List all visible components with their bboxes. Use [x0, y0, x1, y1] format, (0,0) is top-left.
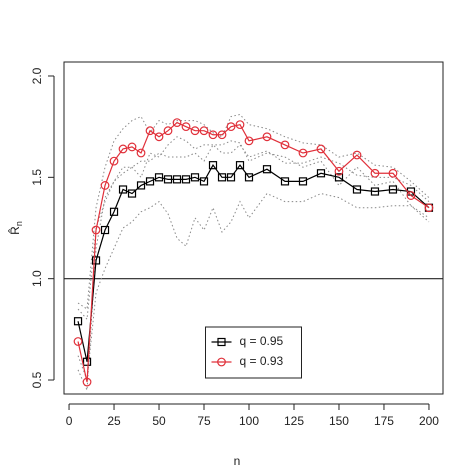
marker: [100, 181, 110, 190]
marker: [136, 148, 146, 158]
marker: [127, 142, 137, 152]
marker: [73, 337, 83, 346]
marker: [109, 156, 119, 166]
marker: [334, 166, 344, 176]
marker: [244, 173, 254, 182]
band-line: [77, 144, 430, 321]
marker: [190, 173, 200, 182]
marker: [136, 181, 146, 190]
marker: [154, 132, 164, 142]
x-tick-label: 50: [152, 414, 166, 428]
marker: [118, 185, 128, 194]
marker: [370, 187, 380, 196]
plot-box: [63, 61, 444, 395]
marker: [217, 337, 226, 347]
marker: [388, 168, 398, 178]
marker: [199, 126, 209, 136]
marker: [145, 177, 155, 186]
marker: [73, 317, 83, 326]
marker: [352, 185, 362, 194]
band-line: [77, 136, 430, 391]
marker: [172, 175, 182, 184]
marker: [163, 126, 173, 136]
marker: [163, 175, 173, 184]
marker: [109, 207, 119, 216]
x-tick-label: 25: [107, 414, 121, 428]
marker: [298, 177, 308, 186]
marker: [226, 173, 236, 182]
marker: [172, 118, 182, 128]
marker: [244, 136, 254, 146]
marker: [235, 120, 245, 130]
y-tick-label: 0.5: [30, 371, 44, 388]
marker: [352, 150, 362, 160]
legend-label: q = 0.93: [240, 354, 284, 368]
marker: [370, 168, 380, 178]
marker: [280, 177, 290, 186]
marker: [208, 130, 218, 140]
marker: [298, 148, 308, 158]
marker: [226, 122, 236, 132]
x-axis-label: n: [234, 454, 241, 468]
x-tick-label: 0: [66, 414, 73, 428]
legend-label: q = 0.95: [240, 334, 284, 348]
y-label-sub: n: [14, 221, 24, 226]
marker: [154, 173, 164, 182]
marker: [316, 144, 326, 154]
x-tick-label: 150: [329, 414, 349, 428]
x-tick-label: 100: [239, 414, 259, 428]
marker: [316, 169, 326, 178]
marker: [424, 203, 434, 213]
y-tick-label: 1.5: [30, 169, 44, 186]
marker: [217, 357, 226, 367]
marker: [334, 173, 344, 182]
x-tick-label: 125: [284, 414, 304, 428]
marker: [100, 225, 110, 235]
marker: [235, 161, 245, 170]
band-line: [77, 192, 430, 381]
marker: [127, 189, 137, 198]
marker: [199, 177, 209, 186]
x-tick-label: 200: [419, 414, 439, 428]
marker: [388, 185, 398, 194]
y-tick-label: 1.0: [30, 270, 44, 287]
marker: [91, 256, 101, 265]
marker: [262, 165, 272, 174]
marker: [208, 161, 218, 170]
y-tick-label: 2.0: [30, 67, 44, 84]
marker: [82, 377, 92, 387]
x-tick-label: 75: [197, 414, 211, 428]
marker: [262, 132, 272, 142]
marker: [91, 225, 101, 235]
y-label-main: R̂: [7, 226, 22, 235]
marker: [82, 357, 92, 366]
marker: [181, 122, 191, 132]
marker: [145, 126, 155, 136]
y-axis-label: R̂n: [7, 221, 24, 235]
marker: [217, 130, 227, 140]
x-tick-label: 175: [374, 414, 394, 428]
marker: [406, 191, 416, 200]
marker: [217, 173, 227, 182]
legend: q = 0.95 q = 0.93: [205, 326, 302, 379]
marker: [118, 144, 128, 154]
marker: [190, 126, 200, 136]
legend-box: [205, 326, 302, 379]
marker: [280, 140, 290, 150]
marker: [181, 175, 191, 184]
